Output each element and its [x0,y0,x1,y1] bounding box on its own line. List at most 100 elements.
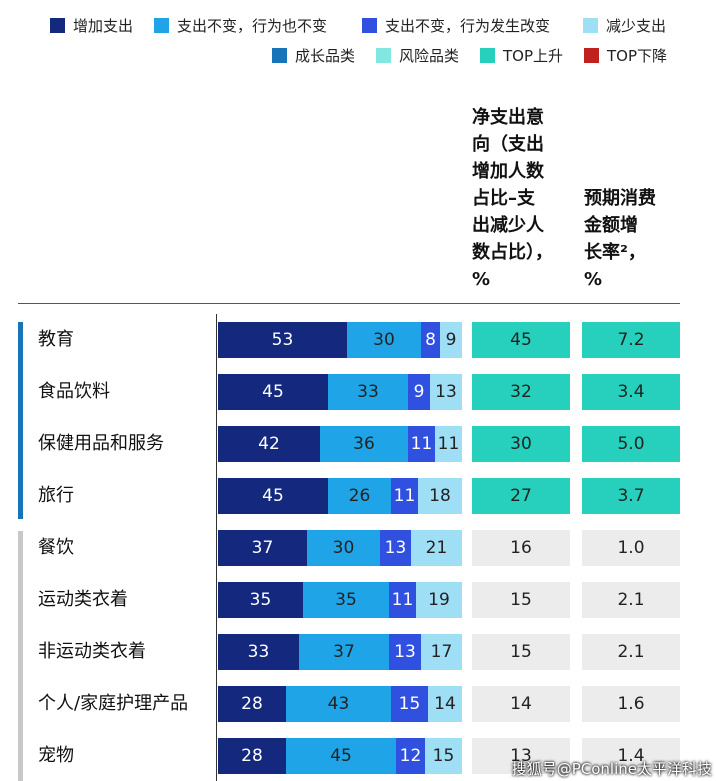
legend-swatch [362,17,377,33]
watermark: 搜狐号@PConline太平洋科技 [511,760,712,778]
seg-decrease: 21 [411,530,462,566]
seg-increase: 53 [218,322,347,358]
growth-rate-cell: 3.4 [582,374,680,410]
seg-unchanged-changed: 13 [380,530,411,566]
net-intent-cell: 16 [472,530,570,566]
net-intent-cell: 15 [472,582,570,618]
legend-label: 减少支出 [606,16,667,35]
growth-header-line: 长率²， [584,242,646,263]
seg-decrease: 17 [421,634,462,670]
seg-increase: 42 [218,426,320,462]
seg-unchanged-same: 43 [286,686,391,722]
growth-rate-cell: 5.0 [582,426,680,462]
growth-header: 预期消费 金额增 长率²， % [584,185,696,293]
seg-unchanged-changed: 13 [389,634,421,670]
other-group-indicator [18,531,23,781]
legend-label: 增加支出 [73,16,134,35]
growth-header-line: 预期消费 [584,188,656,209]
net-intent-header-line: 出减少人 [472,215,544,236]
category-label: 餐饮 [38,537,74,558]
legend-swatch [376,47,391,63]
growth-rate-cell: 1.0 [582,530,680,566]
seg-decrease: 15 [425,738,462,774]
growth-header-line: 金额增 [584,215,638,236]
seg-unchanged-changed: 11 [391,478,418,514]
growth-rate-cell: 1.6 [582,686,680,722]
header-divider [18,303,680,304]
category-label: 个人/家庭护理产品 [38,693,189,714]
legend-item-risk-category: 风险品类 [376,45,459,65]
legend-swatch [480,47,495,63]
seg-unchanged-same: 26 [328,478,391,514]
seg-unchanged-same: 33 [328,374,408,410]
growth-rate-cell: 7.2 [582,322,680,358]
seg-decrease: 13 [430,374,462,410]
growth-rate-cell: 3.7 [582,478,680,514]
growth-rate-cell: 2.1 [582,634,680,670]
growth-rate-cell: 1.4 [582,738,680,774]
seg-decrease: 9 [440,322,462,358]
seg-decrease: 14 [428,686,462,722]
seg-increase: 37 [218,530,307,566]
legend-swatch [583,17,598,33]
net-intent-header-line: 向（支出 [472,134,544,155]
net-intent-cell: 27 [472,478,570,514]
legend-item-growth-category: 成长品类 [272,45,355,65]
legend-label: 支出不变，行为发生改变 [385,16,551,35]
legend-label: 支出不变，行为也不变 [177,16,328,35]
category-label: 旅行 [38,485,74,506]
net-intent-cell: 14 [472,686,570,722]
category-label: 宠物 [38,745,74,766]
seg-decrease: 18 [418,478,462,514]
growth-header-line: % [584,269,603,290]
seg-unchanged-same: 30 [307,530,380,566]
seg-decrease: 19 [416,582,462,618]
net-intent-cell: 13 [472,738,570,774]
seg-unchanged-changed: 9 [408,374,430,410]
growth-rate-cell: 2.1 [582,582,680,618]
seg-increase: 35 [218,582,303,618]
legend-swatch [154,17,169,33]
seg-unchanged-same: 37 [299,634,389,670]
seg-unchanged-changed: 12 [396,738,425,774]
legend-swatch [50,17,65,33]
net-intent-header-line: 数占比）， [472,242,553,263]
legend-swatch [272,47,287,63]
legend: 增加支出 支出不变，行为也不变 支出不变，行为发生改变 减少支出 成长品类 风险… [0,0,716,80]
legend-item-top-fall: TOP下降 [584,45,667,65]
seg-unchanged-changed: 11 [408,426,435,462]
net-intent-header-line: 占比–支 [472,188,535,209]
legend-swatch [584,47,599,63]
legend-item-increase: 增加支出 [50,15,133,35]
growth-group-indicator [18,322,23,519]
net-intent-cell: 32 [472,374,570,410]
bar-axis-line [216,314,217,781]
seg-unchanged-same: 30 [347,322,421,358]
net-intent-header-line: 增加人数 [472,161,544,182]
seg-increase: 45 [218,478,328,514]
legend-label: TOP上升 [503,46,564,65]
category-label: 保健用品和服务 [38,433,164,454]
legend-item-unchanged-changed: 支出不变，行为发生改变 [362,15,550,35]
net-intent-header: 净支出意 向（支出 增加人数 占比–支 出减少人 数占比）， % [472,104,584,293]
seg-unchanged-same: 45 [286,738,396,774]
category-label: 非运动类衣着 [38,641,146,662]
seg-unchanged-changed: 11 [389,582,416,618]
net-intent-header-line: % [472,269,491,290]
category-label: 食品饮料 [38,381,110,402]
seg-increase: 45 [218,374,328,410]
legend-item-decrease: 减少支出 [583,15,666,35]
legend-label: TOP下降 [607,46,668,65]
net-intent-cell: 45 [472,322,570,358]
net-intent-header-line: 净支出意 [472,107,544,128]
legend-item-unchanged-same: 支出不变，行为也不变 [154,15,327,35]
net-intent-cell: 30 [472,426,570,462]
legend-label: 风险品类 [399,46,460,65]
category-label: 运动类衣着 [38,589,128,610]
legend-item-top-rise: TOP上升 [480,45,563,65]
seg-decrease: 11 [435,426,462,462]
seg-unchanged-changed: 8 [421,322,440,358]
category-label: 教育 [38,329,74,350]
seg-unchanged-same: 35 [303,582,389,618]
net-intent-cell: 15 [472,634,570,670]
